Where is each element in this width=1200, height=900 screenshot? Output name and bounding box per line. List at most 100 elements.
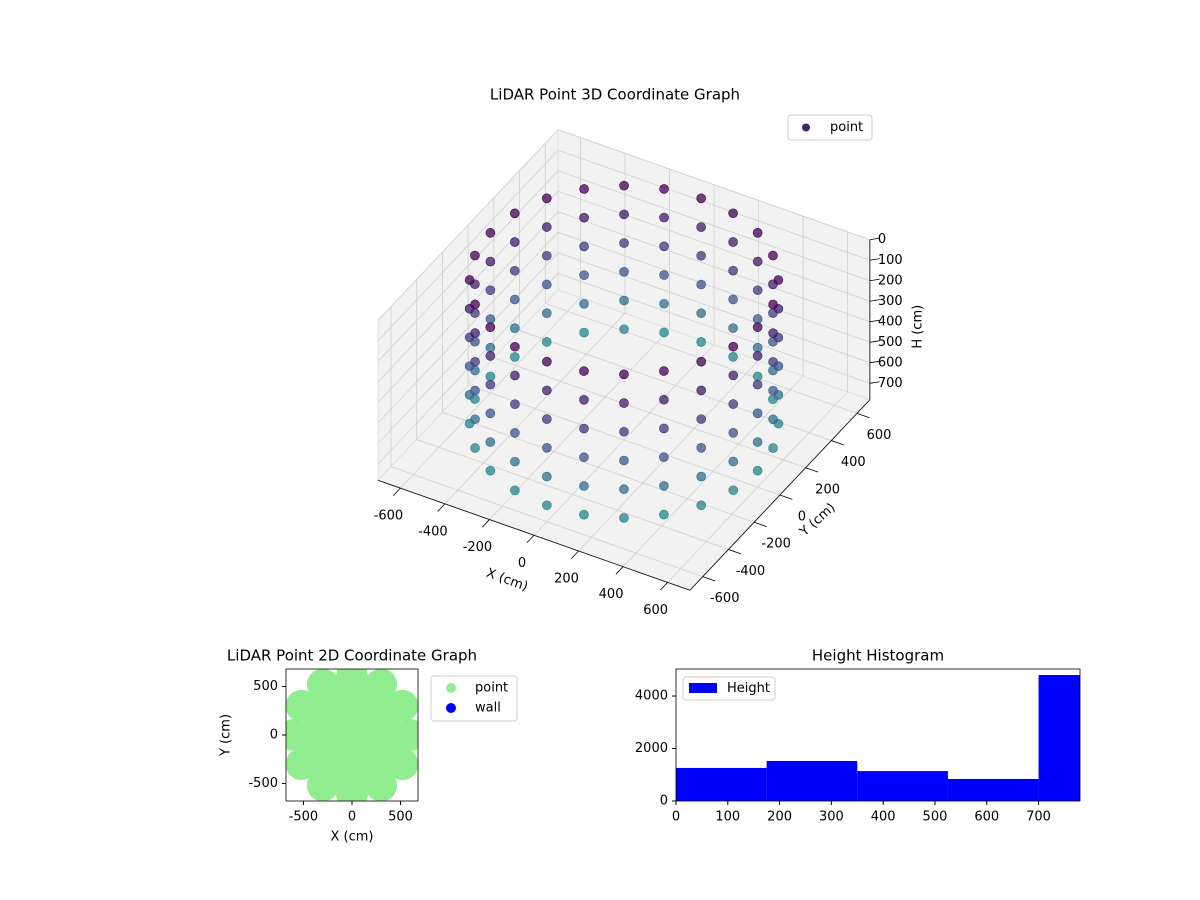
point (485, 228, 496, 238)
point (470, 299, 480, 310)
point (509, 237, 520, 247)
legend-label: wall (475, 701, 501, 716)
point (509, 208, 520, 219)
point (696, 385, 707, 396)
point (619, 513, 629, 523)
grid-line (557, 149, 871, 261)
point (752, 342, 763, 353)
point (768, 443, 778, 453)
tick-mark (526, 534, 535, 544)
point (470, 357, 480, 367)
grid-line (377, 129, 559, 321)
point (696, 443, 707, 453)
tick-mark (869, 319, 880, 323)
y-tick-label: 0 (660, 794, 668, 809)
point (696, 356, 707, 367)
grid-line (377, 232, 559, 424)
grid-line (557, 190, 871, 302)
point (696, 308, 706, 319)
grid-line (493, 357, 806, 469)
point (768, 385, 778, 396)
point (619, 398, 629, 408)
tick-mark (869, 237, 880, 241)
point (768, 414, 778, 425)
tick-mark (779, 494, 793, 500)
z-tick-label: 600 (878, 355, 903, 370)
point (696, 471, 707, 482)
x-tick-label: 600 (974, 810, 999, 825)
point (510, 399, 520, 409)
point (728, 352, 738, 362)
point (510, 370, 520, 381)
point (619, 484, 629, 495)
y-tick-label: 200 (815, 482, 840, 497)
grid-line (557, 170, 871, 282)
tick-mark (754, 521, 767, 527)
point (510, 428, 520, 438)
point (768, 357, 778, 367)
y-tick-label: 4000 (635, 689, 668, 704)
point (485, 342, 496, 353)
point (728, 428, 739, 438)
point (485, 314, 496, 324)
grid-line (390, 466, 703, 578)
y-axis-label: Y (cm) (219, 714, 234, 757)
z-tick-label: 500 (878, 335, 903, 350)
tick-mark (392, 487, 401, 497)
tick-mark (437, 503, 446, 512)
point (336, 719, 368, 751)
point (728, 370, 739, 381)
point (485, 351, 496, 361)
axis-line (689, 399, 871, 591)
point (619, 238, 629, 248)
y-tick-label: -500 (248, 776, 278, 791)
point (510, 341, 520, 352)
legend-marker (802, 123, 810, 132)
point (470, 250, 480, 261)
chart-title: LiDAR Point 3D Coordinate Graph (490, 86, 740, 104)
point (509, 265, 520, 276)
point (470, 443, 480, 453)
point (619, 209, 629, 220)
point (619, 369, 629, 380)
point (659, 423, 669, 434)
y-tick-label: 400 (841, 455, 866, 470)
grid-line (377, 252, 559, 444)
point (542, 356, 552, 367)
point (464, 275, 475, 285)
point (659, 394, 669, 405)
y-tick-label: 0 (270, 728, 278, 743)
axis-line (377, 479, 691, 591)
grid-line (557, 272, 871, 384)
point (579, 481, 589, 491)
tick-mark (869, 381, 880, 384)
point (728, 485, 739, 496)
point (542, 443, 552, 453)
x-tick-label: 500 (923, 810, 948, 825)
y-tick-label: -600 (710, 591, 740, 606)
point (728, 237, 738, 247)
legend-label: point (830, 120, 863, 135)
point (579, 509, 589, 520)
point (659, 298, 669, 309)
point (619, 426, 629, 437)
point (728, 341, 739, 352)
point (728, 456, 739, 467)
point (728, 323, 738, 333)
point (485, 256, 496, 267)
point (659, 509, 669, 520)
tick-mark (869, 278, 880, 282)
x-tick-label: 200 (767, 810, 792, 825)
point (541, 250, 552, 261)
point (541, 222, 552, 232)
point (752, 437, 763, 447)
point (542, 385, 552, 396)
x-tick-label: 500 (388, 810, 413, 825)
chart-title: LiDAR Point 2D Coordinate Graph (227, 647, 477, 665)
point (542, 471, 552, 482)
point (619, 180, 629, 191)
point (752, 256, 763, 267)
point (696, 500, 707, 511)
y-tick-label: -200 (761, 537, 791, 552)
grid-line (377, 149, 559, 342)
